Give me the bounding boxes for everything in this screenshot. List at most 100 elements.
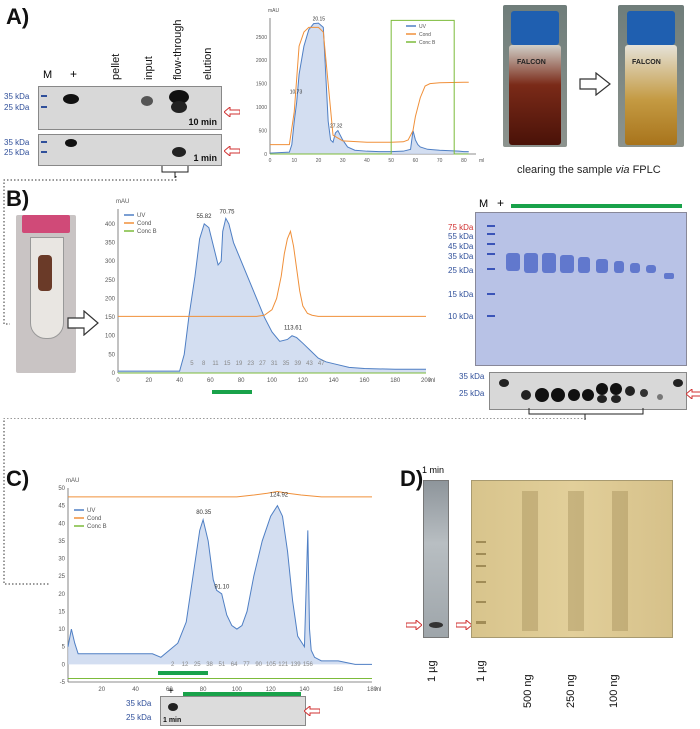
fraction-label: 156: [303, 662, 314, 668]
x-tick-label: 160: [359, 378, 370, 384]
series-line-uv: [269, 22, 469, 154]
peak-label: 113.61: [284, 325, 303, 331]
y-tick-label: 30: [58, 557, 65, 563]
fraction-label: 43: [306, 361, 313, 367]
panel-a-letter: A): [6, 4, 30, 29]
panel-a-red-arrow-icon-top: [224, 107, 240, 117]
series-line-uv: [118, 216, 426, 372]
x-tick-label: 20: [316, 158, 322, 164]
fraction-label: 35: [283, 361, 290, 367]
y-tick-label: 1000: [256, 105, 267, 111]
panel-c-blot-marker-25: 25 kDa: [126, 713, 152, 722]
panel-c-green-bar-left: [158, 671, 208, 675]
falcon-label-after: FALCON: [632, 59, 661, 66]
connector-a-to-b: [3, 176, 177, 325]
y-tick-label: 40: [58, 521, 65, 527]
panel-a-blot-10min-time: 10 min: [188, 117, 217, 127]
panel-b-red-arrow-icon: [686, 389, 700, 399]
fraction-label: 8: [202, 361, 206, 367]
y-tick-label: 10: [58, 627, 65, 633]
y-tick-label: 50: [58, 486, 65, 492]
panel-a-blot-1min: 1 min: [38, 134, 222, 166]
legend-entry: Conc B: [419, 40, 436, 46]
panel-b-gel-marker-15: 15 kDa: [448, 290, 474, 299]
panel-c-western-blot: 1 min: [160, 696, 306, 726]
y-tick-label: 100: [105, 334, 116, 340]
fraction-label: 25: [194, 662, 201, 668]
panel-b-gel-marker-75: 75 kDa: [448, 223, 474, 232]
panel-c-blot-time: 1 min: [163, 717, 182, 724]
y-tick-label: 5: [62, 645, 66, 651]
panel-d-silver-gel: [471, 480, 673, 638]
fraction-label: 139: [291, 662, 302, 668]
clearing-arrow-icon: [579, 72, 611, 96]
x-tick-label: 80: [200, 687, 207, 693]
connector-b-to-c: [3, 418, 587, 585]
peak-label: 27.32: [330, 124, 343, 130]
fraction-label: 19: [236, 361, 243, 367]
fraction-label: 64: [231, 662, 238, 668]
panel-b-gel-lane-m: M: [479, 198, 489, 210]
series-line-cond: [270, 26, 469, 146]
panel-a-lane-input: input: [143, 56, 155, 80]
panel-b-bracket: [528, 408, 644, 420]
panel-d-lane-250ng: 250 ng: [565, 674, 577, 708]
y-tick-label: 25: [58, 574, 65, 580]
y-tick-label: 50: [108, 352, 115, 358]
panel-a-bracket: [161, 166, 189, 178]
panel-c-chromatogram: -5 0 5 10 15 20 25 30 35 40 45 50 20 40 60 80 100 120 140 1…: [58, 478, 381, 693]
peak-label: 20.15: [313, 17, 326, 23]
panel-a-caption-italic: via: [615, 164, 630, 176]
legend-entry: UV: [137, 213, 145, 219]
panel-d-lane-1ug-a: 1 µg: [426, 660, 438, 682]
fraction-label: 38: [206, 662, 213, 668]
x-axis-unit: ml: [479, 158, 484, 164]
fraction-label: 47: [318, 361, 325, 367]
y-tick-label: 2000: [256, 58, 267, 64]
x-tick-label: 80: [461, 158, 467, 164]
y-axis-label: mAU: [268, 8, 280, 14]
y-tick-label: 2500: [256, 35, 267, 41]
panel-b-tube-photo: [16, 215, 76, 373]
y-tick-label: 15: [58, 609, 65, 615]
panel-b-gel-lane-plus: +: [497, 196, 505, 210]
falcon-tube-after-photo: FALCON: [618, 5, 684, 147]
x-tick-label: 40: [176, 378, 183, 384]
panel-b-gel-marker-55: 55 kDa: [448, 232, 474, 241]
series-line-uv: [67, 504, 372, 665]
x-tick-label: 40: [364, 158, 370, 164]
panel-a-lane-pellet: pellet: [110, 53, 122, 80]
series-line-conc-b: [270, 19, 469, 155]
legend-entry: UV: [87, 508, 95, 514]
y-tick-label: 500: [259, 129, 268, 135]
panel-d-western-strip: [423, 480, 449, 638]
legend-entry: Cond: [137, 221, 151, 227]
panel-a-chromatogram: 0 500 1000 1500 2000 2500 0 10 20 30 40 50 60 70 80 mAU…: [256, 8, 484, 164]
y-tick-label: 300: [105, 259, 116, 265]
fraction-label: 11: [212, 361, 219, 367]
panel-b-blot-marker-35: 35 kDa: [459, 372, 485, 381]
panel-a-caption-start: clearing the sample: [517, 164, 616, 176]
x-tick-label: 120: [266, 687, 277, 693]
panel-a-blot-10min: 10 min: [38, 86, 222, 130]
panel-a-lane-plus: +: [70, 67, 78, 81]
panel-c-green-bar-right: [183, 692, 301, 696]
x-tick-label: 0: [269, 158, 272, 164]
peak-label: 55.82: [196, 214, 212, 220]
panel-c-blot-lane-plus: +: [168, 686, 174, 697]
panel-b-coomassie-gel: [475, 212, 687, 366]
fraction-label: 39: [294, 361, 301, 367]
panel-b-blot-marker-25: 25 kDa: [459, 389, 485, 398]
panel-d-lane-100ng: 100 ng: [608, 674, 620, 708]
y-axis-label: mAU: [116, 199, 129, 205]
legend-entry: UV: [419, 24, 427, 30]
x-tick-label: 180: [367, 687, 378, 693]
x-tick-label: 50: [388, 158, 394, 164]
fraction-label: 90: [255, 662, 262, 668]
legend-entry: Conc B: [137, 229, 157, 235]
panel-b-gel-marker-35: 35 kDa: [448, 252, 474, 261]
x-tick-label: 200: [421, 378, 432, 384]
y-tick-label: -5: [60, 680, 66, 686]
x-tick-label: 0: [116, 378, 120, 384]
legend-entry: Cond: [419, 32, 431, 38]
